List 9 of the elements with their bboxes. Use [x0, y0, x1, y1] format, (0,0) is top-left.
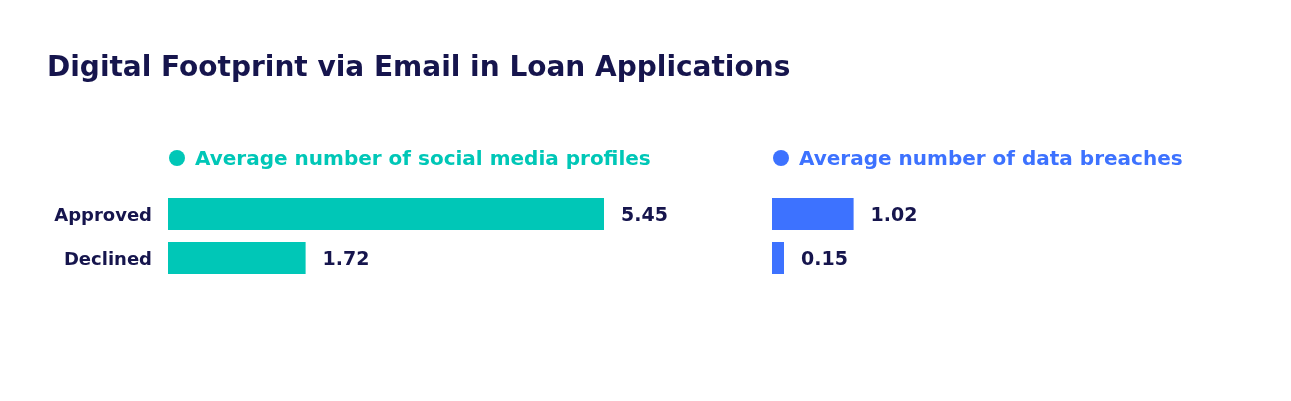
- data-label: 1.72: [322, 247, 370, 269]
- legend-label: Average number of data breaches: [799, 146, 1183, 170]
- chart-title: Digital Footprint via Email in Loan Applications: [47, 50, 791, 83]
- data-label: 5.45: [621, 203, 668, 225]
- y-tick-label: Approved: [54, 204, 152, 225]
- data-label: 1.02: [870, 203, 918, 225]
- legend-label: Average number of social media profiles: [195, 146, 651, 170]
- y-tick-label: Declined: [63, 248, 152, 269]
- data-label: 0.15: [801, 247, 848, 269]
